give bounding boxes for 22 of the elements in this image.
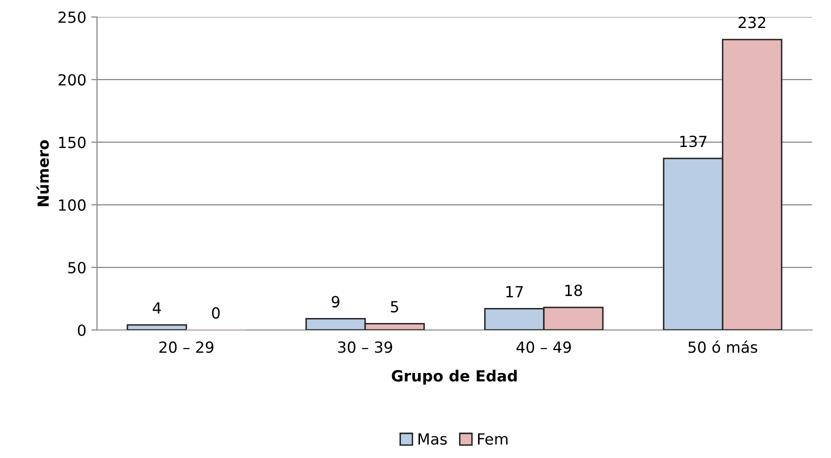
y-tick-label: 100: [59, 199, 86, 211]
data-label: 4: [152, 302, 161, 314]
y-tick-label: 0: [78, 324, 86, 336]
y-tick-label: 200: [58, 74, 86, 86]
x-axis-title: Grupo de Edad: [392, 370, 517, 385]
y-tick-label: 250: [58, 11, 86, 24]
data-label: 17: [506, 286, 523, 298]
x-tick-label: 40 – 49: [516, 341, 571, 353]
x-tick-label: 20 – 29: [159, 341, 214, 353]
data-label: 0: [212, 307, 220, 319]
legend-label: Fem: [478, 433, 508, 445]
y-tick-label: 150: [59, 136, 86, 148]
data-label: 5: [390, 301, 398, 312]
y-axis-title: Número: [36, 140, 49, 206]
data-label: 232: [738, 16, 766, 28]
data-label: 137: [680, 136, 706, 148]
x-tick-label: 30 – 39: [338, 341, 392, 353]
x-tick-label: 50 ó más: [688, 340, 758, 353]
data-label: 18: [565, 284, 582, 296]
legend-label: Mas: [418, 433, 447, 445]
y-tick-label: 50: [68, 262, 86, 274]
data-label: 9: [332, 296, 340, 308]
